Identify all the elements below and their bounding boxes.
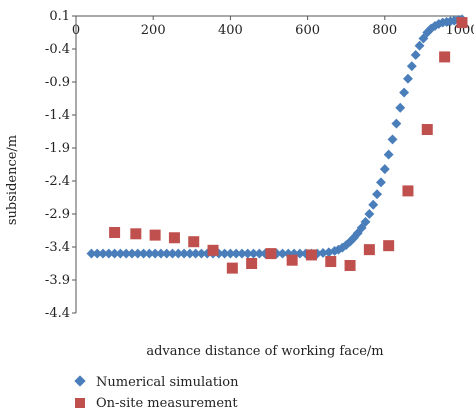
simulation-point bbox=[242, 248, 253, 259]
x-axis-title: advance distance of working face/m bbox=[146, 344, 383, 359]
simulation-point bbox=[161, 248, 172, 259]
simulation-point bbox=[167, 248, 178, 259]
y-axis-title: subsidence/m bbox=[5, 135, 20, 225]
measurement-point bbox=[109, 226, 121, 238]
simulation-point bbox=[375, 177, 386, 188]
legend-diamond-marker bbox=[74, 375, 86, 387]
measurement-point bbox=[149, 229, 161, 241]
y-axis-ticks: 0.1 -0.4 -0.9 -1.4 -1.9 -2.4 -2.9 -3.4 -3.9 -4.4 bbox=[45, 9, 76, 321]
measurement-point bbox=[456, 17, 468, 29]
simulation-point bbox=[219, 248, 230, 259]
y-tick-label: -2.4 bbox=[45, 174, 70, 189]
measurement-point bbox=[246, 258, 258, 269]
simulation-point bbox=[231, 248, 242, 259]
measurement-point bbox=[363, 244, 375, 256]
simulation-point bbox=[360, 216, 371, 227]
measurement-point bbox=[305, 249, 317, 261]
simulation-point bbox=[144, 248, 155, 259]
simulation-point bbox=[184, 248, 195, 259]
simulation-point bbox=[277, 248, 288, 259]
legend-item-numerical-simulation: Numerical simulation bbox=[74, 375, 239, 390]
simulation-point bbox=[410, 49, 421, 60]
y-tick-label: -0.4 bbox=[45, 42, 70, 57]
measurement-point bbox=[325, 256, 337, 268]
simulation-point bbox=[383, 149, 394, 160]
simulation-point bbox=[150, 248, 161, 259]
simulation-point bbox=[391, 118, 402, 129]
measurement-point bbox=[130, 228, 142, 240]
measurement-point bbox=[439, 51, 451, 63]
simulation-point bbox=[387, 134, 398, 145]
y-tick-label: -2.9 bbox=[45, 207, 70, 222]
y-tick-label: -1.4 bbox=[45, 108, 70, 123]
simulation-point bbox=[225, 248, 236, 259]
y-tick-label: -4.4 bbox=[45, 306, 70, 321]
measurement-point bbox=[226, 262, 238, 274]
simulation-point bbox=[318, 247, 328, 258]
simulation-point bbox=[403, 73, 413, 84]
x-tick-label: 800 bbox=[372, 23, 397, 38]
y-tick-label: -3.9 bbox=[45, 273, 70, 288]
simulation-point bbox=[237, 248, 247, 259]
on-site-measurement-series bbox=[109, 17, 468, 274]
legend-label-on-site-measurement: On-site measurement bbox=[96, 396, 238, 411]
measurement-point bbox=[188, 236, 200, 248]
simulation-point bbox=[132, 248, 143, 259]
simulation-point bbox=[395, 102, 406, 113]
legend-label-numerical-simulation: Numerical simulation bbox=[96, 375, 239, 390]
x-tick-label: 600 bbox=[295, 23, 320, 38]
y-tick-label: -1.9 bbox=[45, 141, 70, 156]
x-tick-label: 0 bbox=[72, 23, 80, 38]
y-tick-label: 0.1 bbox=[49, 9, 70, 24]
simulation-point bbox=[399, 87, 410, 98]
simulation-point bbox=[127, 248, 137, 259]
measurement-point bbox=[265, 248, 277, 260]
simulation-point bbox=[379, 164, 390, 175]
legend-item-on-site-measurement: On-site measurement bbox=[75, 396, 238, 411]
measurement-point bbox=[168, 232, 180, 244]
measurement-point bbox=[286, 254, 298, 266]
numerical-simulation-series bbox=[86, 14, 467, 259]
legend: Numerical simulation On-site measurement bbox=[74, 375, 239, 411]
measurement-point bbox=[402, 185, 414, 197]
simulation-point bbox=[190, 248, 201, 259]
simulation-point bbox=[138, 248, 149, 259]
simulation-point bbox=[155, 248, 166, 259]
y-tick-label: -3.4 bbox=[45, 240, 70, 255]
measurement-point bbox=[207, 244, 219, 256]
simulation-point bbox=[364, 209, 375, 219]
simulation-point bbox=[196, 248, 207, 259]
simulation-point bbox=[254, 248, 265, 259]
legend-square-marker bbox=[75, 398, 85, 408]
y-tick-label: -0.9 bbox=[45, 75, 70, 90]
simulation-point bbox=[179, 248, 190, 259]
simulation-point bbox=[173, 248, 184, 259]
simulation-point bbox=[406, 61, 417, 72]
simulation-point bbox=[368, 199, 379, 210]
simulation-point bbox=[372, 189, 383, 200]
measurement-point bbox=[383, 240, 395, 252]
simulation-point bbox=[248, 248, 259, 259]
measurement-point bbox=[344, 259, 356, 271]
measurement-point bbox=[421, 124, 433, 136]
x-tick-label: 400 bbox=[218, 23, 243, 38]
x-tick-label: 200 bbox=[141, 23, 166, 38]
